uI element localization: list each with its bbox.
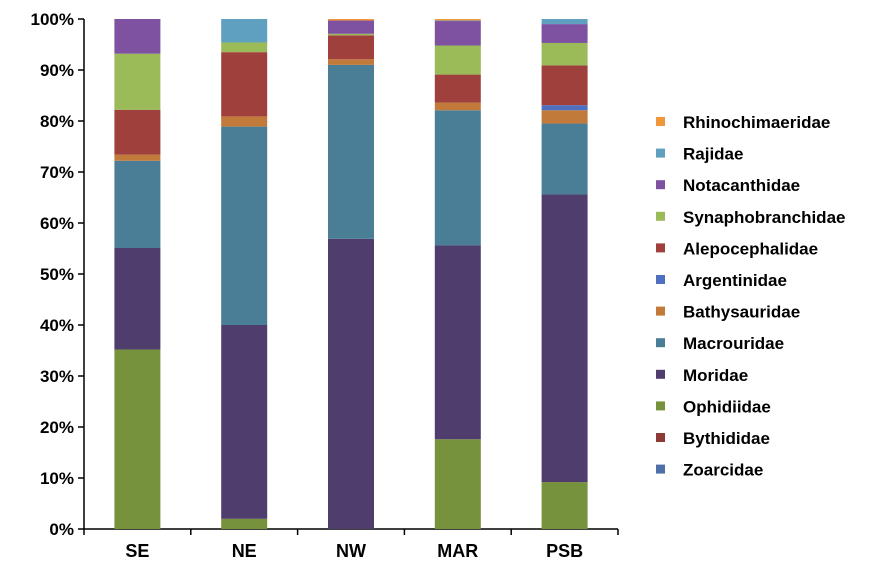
- legend-swatch: [656, 433, 665, 442]
- legend-swatch: [656, 117, 665, 126]
- bar-segment: [221, 325, 268, 519]
- legend-label: Zoarcidae: [683, 461, 763, 480]
- legend-swatch: [656, 401, 665, 411]
- legend-label: Bythididae: [683, 429, 770, 448]
- legend-label: Notacanthidae: [683, 176, 800, 195]
- bar-segment: [221, 42, 268, 53]
- legend-label: Alepocephalidae: [683, 239, 818, 258]
- legend-swatch: [656, 180, 665, 190]
- bar-segment: [434, 102, 481, 111]
- bar-segment: [541, 24, 588, 43]
- bars: [114, 19, 588, 529]
- legend-swatch: [656, 464, 665, 474]
- bar-segment: [434, 439, 481, 529]
- bar-segment: [114, 154, 161, 161]
- bar-segment: [328, 64, 374, 239]
- y-tick-label: 100%: [31, 10, 74, 29]
- legend-label: Rhinochimaeridae: [683, 113, 830, 132]
- bar-segment: [541, 123, 588, 195]
- legend-swatch: [656, 275, 665, 284]
- bar-segment: [114, 247, 161, 350]
- x-category-label: PSB: [546, 541, 583, 561]
- bar-segment: [114, 109, 161, 155]
- bar-segment: [541, 65, 588, 106]
- bar-segment: [114, 53, 161, 110]
- bar-segment: [434, 19, 481, 21]
- y-tick-label: 60%: [40, 214, 74, 233]
- legend-label: Argentinidae: [683, 271, 787, 290]
- legend-label: Ophidiidae: [683, 397, 771, 416]
- bar-segment: [541, 194, 588, 483]
- x-category-label: NW: [336, 541, 366, 561]
- y-tick-label: 0%: [49, 520, 74, 539]
- bar-segment: [221, 52, 268, 117]
- bar-segment: [541, 482, 588, 529]
- bar-segment: [541, 110, 588, 124]
- y-tick-label: 50%: [40, 265, 74, 284]
- bar-segment: [221, 126, 268, 325]
- bar-segment: [434, 74, 481, 103]
- bar-segment: [434, 245, 481, 440]
- y-tick-label: 40%: [40, 316, 74, 335]
- legend-swatch: [656, 211, 665, 221]
- y-tick-label: 70%: [40, 163, 74, 182]
- y-tick-label: 80%: [40, 112, 74, 131]
- bar-segment: [328, 33, 374, 36]
- legend-label: Bathysauridae: [683, 303, 800, 322]
- y-axis: 0% 10% 20% 30% 40% 50% 60% 70% 80% 90% 100%: [31, 10, 85, 539]
- bar-segment: [114, 349, 161, 529]
- bar-segment: [328, 238, 374, 529]
- bar-segment: [328, 59, 374, 65]
- x-category-label: SE: [125, 541, 149, 561]
- bar-segment: [328, 35, 374, 60]
- bar-segment: [541, 19, 588, 25]
- y-tick-label: 30%: [40, 367, 74, 386]
- bar-segment: [434, 21, 481, 46]
- x-category-label: NE: [232, 541, 257, 561]
- x-category-label: MAR: [437, 541, 478, 561]
- legend-label: Rajidae: [683, 145, 743, 164]
- bar-segment: [114, 19, 161, 54]
- legend-swatch: [656, 338, 665, 348]
- bar-segment: [434, 110, 481, 246]
- y-tick-label: 10%: [40, 469, 74, 488]
- legend: Rhinochimaeridae Rajidae Notacanthidae Syna…: [656, 113, 845, 480]
- legend-swatch: [656, 369, 665, 379]
- y-tick-label: 90%: [40, 61, 74, 80]
- bar-segment: [114, 160, 161, 248]
- legend-swatch: [656, 148, 665, 158]
- bar-segment: [328, 19, 374, 21]
- bar-segment: [221, 518, 268, 529]
- bar-segment: [541, 42, 588, 66]
- legend-label: Synaphobranchidae: [683, 208, 845, 227]
- legend-label: Macrouridae: [683, 334, 784, 353]
- bar-segment: [221, 116, 268, 127]
- bar-segment: [541, 105, 588, 111]
- legend-label: Moridae: [683, 366, 748, 385]
- bar-segment: [434, 20, 481, 22]
- x-axis: SE NE NW MAR PSB: [83, 528, 619, 561]
- y-tick-label: 20%: [40, 418, 74, 437]
- bar-segment: [221, 19, 268, 43]
- bar-segment: [328, 20, 374, 34]
- legend-swatch: [656, 306, 665, 316]
- legend-swatch: [656, 243, 665, 253]
- bar-segment: [434, 45, 481, 75]
